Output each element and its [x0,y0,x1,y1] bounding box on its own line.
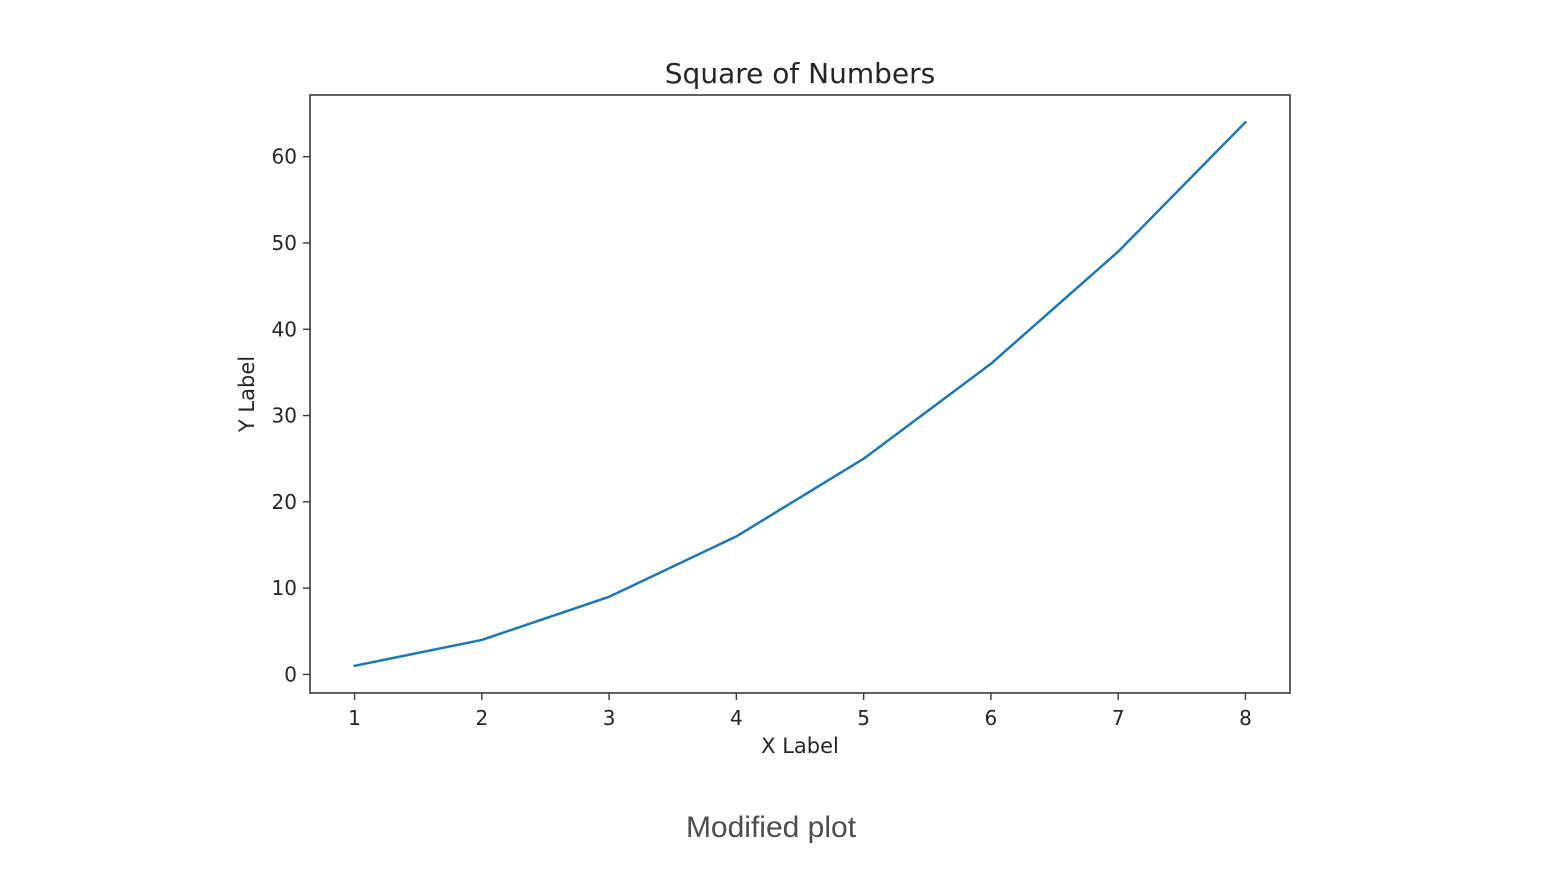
plot-border [309,94,1291,694]
x-tick-label: 3 [603,706,616,730]
x-axis-label: X Label [761,734,839,758]
y-axis-label: Y Label [235,355,259,433]
chart-title: Square of Numbers [664,57,936,90]
y-tick-label: 50 [272,231,297,255]
figure-caption: Modified plot [685,811,857,844]
x-tick-label: 6 [985,706,998,730]
x-tick-label: 8 [1239,706,1252,730]
y-tick-label: 30 [272,404,297,428]
x-tick-label: 4 [730,706,743,730]
x-tick-label: 5 [857,706,870,730]
data-line [353,120,1247,668]
y-tick-label: 40 [272,317,297,341]
x-tick-label: 2 [475,706,488,730]
y-tick-label: 20 [272,490,297,514]
y-tick-label: 10 [272,576,297,600]
x-tick-label: 1 [348,706,361,730]
y-tick-label: 0 [284,662,297,686]
x-tick-label: 7 [1112,706,1125,730]
y-tick-label: 60 [272,145,297,169]
